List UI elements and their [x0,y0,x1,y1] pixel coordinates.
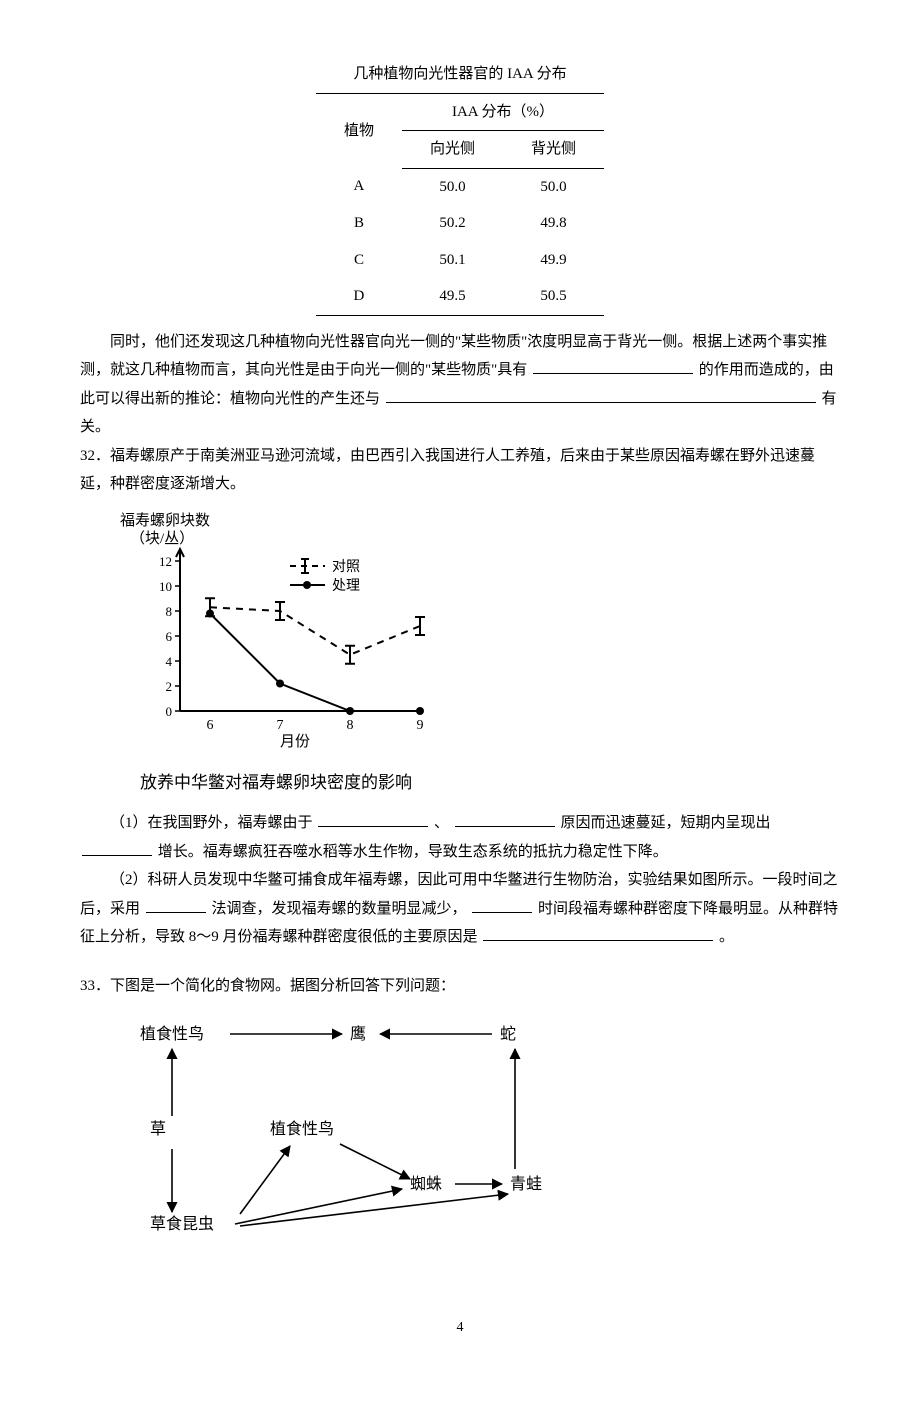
x-axis-title: 月份 [280,733,310,750]
blank [82,855,152,856]
node-herbivorous-bird: 植食性鸟 [140,1025,204,1043]
table-cell: 50.2 [402,205,503,242]
iaa-table: 植物 IAA 分布（%） 向光侧 背光侧 A 50.0 50.0 B 50.2 … [316,93,604,316]
legend-control: 对照 [332,559,360,575]
food-web-diagram: 植食性鸟 鹰 蛇 草 植食性鸟 蜘蛛 青蛙 草食昆虫 [120,1014,840,1255]
q32-stem: 32．福寿螺原产于南美洲亚马逊河流域，由巴西引入我国进行人工养殖，后来由于某些原… [80,442,840,499]
svg-text:9: 9 [417,718,424,733]
table-cell: 50.0 [402,168,503,205]
table-title: 几种植物向光性器官的 IAA 分布 [80,60,840,89]
text: 福寿螺原产于南美洲亚马逊河流域，由巴西引入我国进行人工养殖，后来由于某些原因福寿… [80,448,815,493]
table-cell: 50.5 [503,278,604,315]
text: 下图是一个简化的食物网。据图分析回答下列问题： [110,978,455,994]
question-number: 33． [80,978,110,994]
egg-density-chart: 福寿螺卵块数 （块/丛） 0 2 4 6 8 10 12 6 7 8 9 月份 对照 处理 [120,511,840,762]
blank [533,373,693,374]
blank [386,402,816,403]
svg-text:7: 7 [277,718,284,733]
table-cell: 49.8 [503,205,604,242]
q32-sub2: （2）科研人员发现中华鳖可捕食成年福寿螺，因此可用中华鳖进行生物防治，实验结果如… [80,866,840,952]
table-cell: C [316,242,402,279]
svg-text:2: 2 [166,679,173,694]
table-cell: 49.5 [402,278,503,315]
svg-text:8: 8 [347,718,354,733]
chart-caption: 放养中华鳖对福寿螺卵块密度的影响 [140,767,840,799]
table-cell: 50.0 [503,168,604,205]
table-cell: A [316,168,402,205]
node-herbivorous-insect: 草食昆虫 [150,1215,214,1233]
svg-text:6: 6 [166,629,173,644]
table-cell: D [316,278,402,315]
paragraph: 同时，他们还发现这几种植物向光性器官向光一侧的"某些物质"浓度明显高于背光一侧。… [80,328,840,442]
text: 法调查，发现福寿螺的数量明显减少， [212,901,467,917]
blank [455,826,555,827]
node-herbivorous-bird-2: 植食性鸟 [270,1120,334,1138]
text: 原因而迅速蔓延，短期内呈现出 [561,815,771,831]
text: （1）在我国野外，福寿螺由于 [110,815,313,831]
svg-text:10: 10 [159,579,172,594]
legend-treatment: 处理 [332,578,360,594]
blank [472,912,532,913]
question-number: 32． [80,448,110,464]
svg-text:8: 8 [166,604,173,619]
col-shade: 背光侧 [503,131,604,169]
text: 增长。福寿螺疯狂吞噬水稻等水生作物，导致生态系统的抵抗力稳定性下降。 [158,844,668,860]
node-frog: 青蛙 [510,1175,542,1193]
q32-sub1: （1）在我国野外，福寿螺由于 、 原因而迅速蔓延，短期内呈现出 增长。福寿螺疯狂… [80,809,840,866]
blank [146,912,206,913]
q33-stem: 33．下图是一个简化的食物网。据图分析回答下列问题： [80,972,840,1001]
node-hawk: 鹰 [350,1025,366,1043]
col-iaa-span: IAA 分布（%） [402,93,604,131]
table-cell: 49.9 [503,242,604,279]
table-cell: B [316,205,402,242]
node-snake: 蛇 [500,1025,516,1043]
blank [318,826,428,827]
svg-text:0: 0 [166,704,173,719]
table-cell: 50.1 [402,242,503,279]
blank [483,940,713,941]
y-axis-unit: （块/丛） [130,530,194,547]
svg-text:4: 4 [166,654,173,669]
text: 。 [719,929,734,945]
text: 、 [434,815,449,831]
svg-text:12: 12 [159,554,172,569]
svg-text:6: 6 [207,718,214,733]
col-light: 向光侧 [402,131,503,169]
col-plant: 植物 [316,93,402,168]
page-number: 4 [80,1315,840,1342]
node-grass: 草 [150,1120,166,1138]
y-axis-title: 福寿螺卵块数 [120,512,210,529]
node-spider: 蜘蛛 [410,1175,442,1193]
